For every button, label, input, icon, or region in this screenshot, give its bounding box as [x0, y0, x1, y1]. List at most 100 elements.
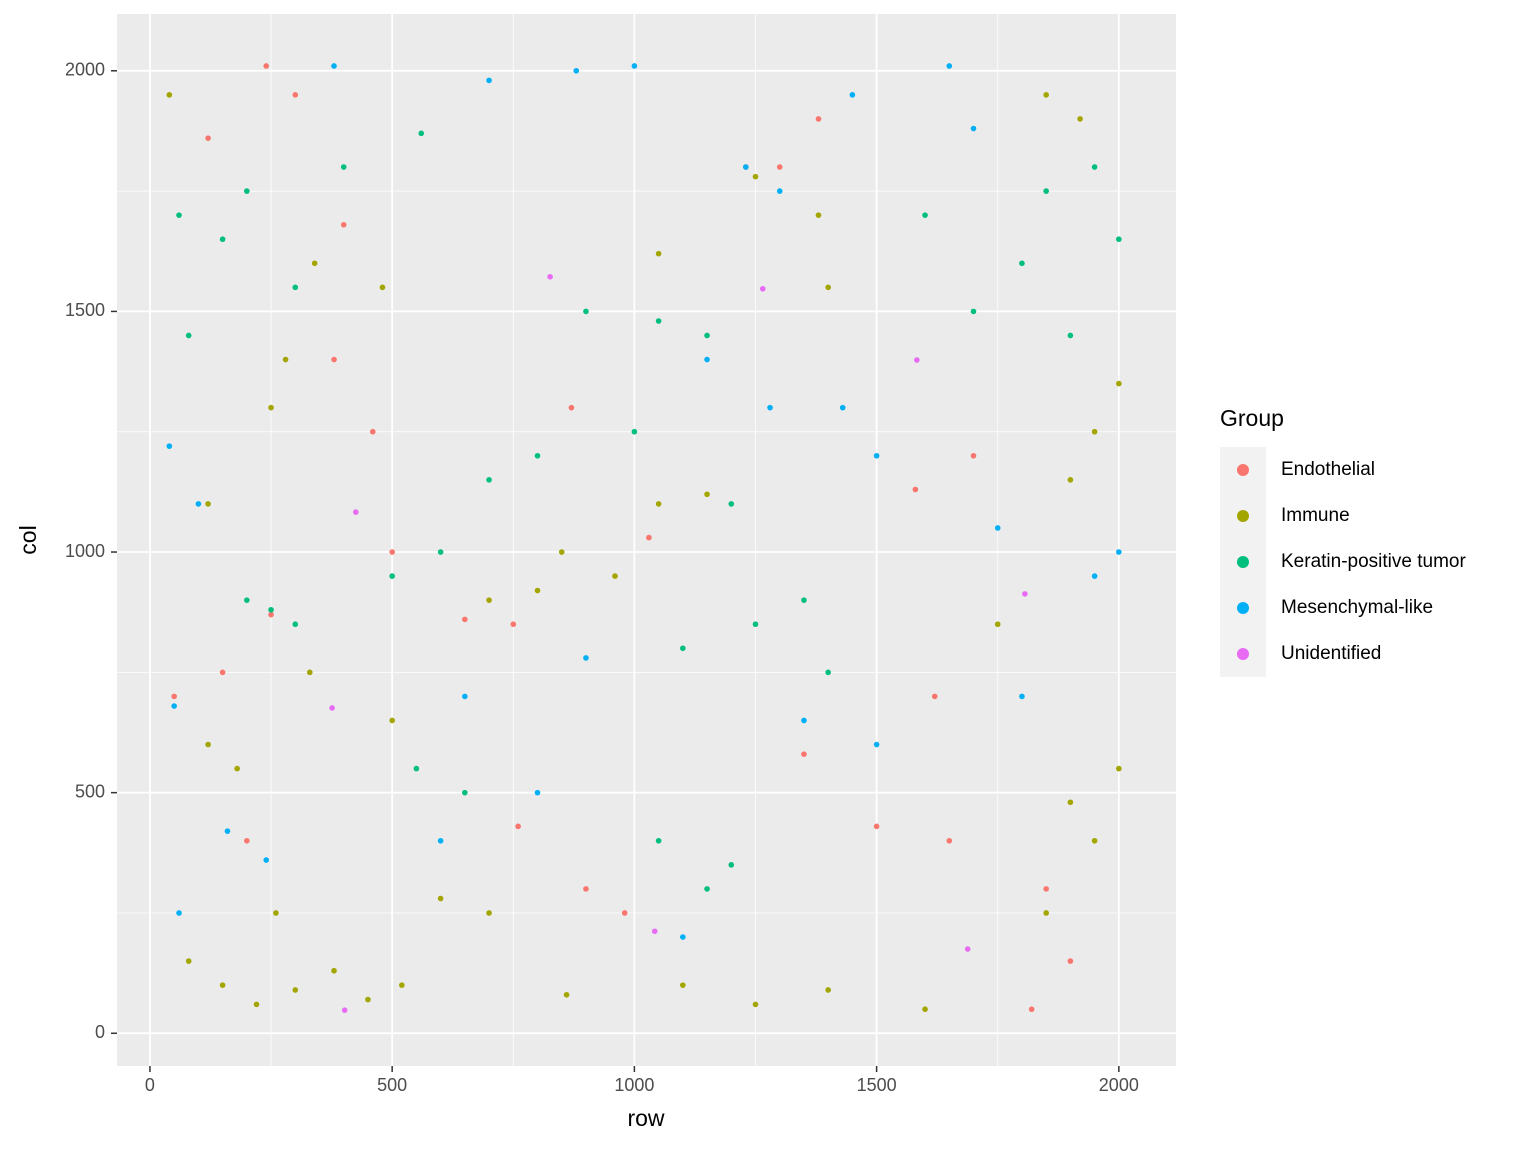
point — [331, 356, 337, 363]
point — [534, 587, 541, 594]
point — [728, 501, 735, 507]
point — [1067, 799, 1074, 806]
point — [655, 501, 662, 507]
point — [353, 509, 359, 515]
point — [224, 828, 231, 834]
legend-key — [1237, 602, 1249, 614]
legend-label: Mesenchymal-like — [1281, 597, 1433, 618]
point — [1019, 260, 1025, 267]
point — [776, 188, 783, 194]
legend-label: Endothelial — [1281, 459, 1375, 480]
point — [263, 63, 270, 69]
point — [1116, 380, 1122, 387]
point — [1043, 188, 1049, 194]
point — [651, 928, 658, 935]
point — [1091, 837, 1098, 844]
point — [205, 741, 211, 748]
point — [234, 765, 240, 772]
point — [389, 573, 395, 579]
x-tick-label: 2000 — [1099, 1075, 1139, 1095]
point — [340, 221, 347, 228]
point — [922, 212, 928, 218]
point — [759, 285, 766, 292]
point — [282, 356, 289, 363]
point — [399, 982, 405, 988]
point — [534, 452, 541, 459]
point — [171, 703, 177, 709]
point — [195, 501, 202, 507]
point — [839, 404, 846, 411]
point — [970, 452, 977, 459]
point — [413, 765, 420, 772]
y-tick-label: 1000 — [65, 541, 105, 561]
point — [268, 611, 274, 618]
point — [612, 573, 618, 579]
point — [922, 1006, 928, 1013]
point — [253, 1001, 260, 1008]
point — [205, 501, 211, 507]
point — [1067, 958, 1074, 964]
y-tick-label: 2000 — [65, 60, 105, 80]
point — [946, 63, 953, 69]
point — [166, 92, 173, 98]
point — [752, 1001, 759, 1008]
point — [801, 751, 807, 757]
point — [815, 116, 822, 122]
point — [801, 717, 807, 724]
point — [510, 621, 517, 628]
point — [946, 837, 953, 844]
point — [815, 212, 822, 218]
point — [568, 404, 575, 411]
point — [583, 886, 589, 892]
point — [558, 549, 565, 555]
legend-title: Group — [1220, 405, 1284, 431]
point — [292, 92, 299, 98]
point — [292, 284, 299, 291]
point — [341, 1007, 348, 1013]
point — [547, 273, 553, 280]
point — [873, 823, 880, 830]
point — [1116, 549, 1122, 555]
points — [166, 63, 1122, 1013]
point — [185, 332, 192, 339]
point — [849, 92, 856, 98]
point — [563, 991, 570, 998]
point — [462, 789, 468, 796]
point — [680, 982, 686, 988]
point — [776, 164, 783, 170]
x-tick-label: 500 — [377, 1075, 407, 1095]
point — [418, 130, 425, 137]
point — [1043, 92, 1049, 98]
legend-label: Keratin-positive tumor — [1281, 551, 1466, 572]
point — [631, 63, 638, 69]
point — [583, 308, 589, 315]
point — [1091, 164, 1098, 170]
grid — [117, 14, 1176, 1066]
point — [743, 164, 749, 170]
point — [801, 597, 807, 603]
legend-label: Immune — [1281, 505, 1350, 526]
point — [680, 934, 686, 940]
point — [621, 910, 628, 916]
point — [873, 741, 880, 748]
point — [655, 837, 662, 844]
y-tick-label: 500 — [75, 781, 105, 801]
point — [583, 655, 589, 661]
point — [171, 693, 177, 700]
legend-key — [1237, 464, 1249, 476]
point — [1067, 477, 1074, 483]
point — [752, 173, 759, 180]
legend-key — [1237, 648, 1249, 660]
point — [389, 549, 395, 555]
point — [1091, 573, 1098, 579]
point — [1043, 910, 1049, 916]
point — [1019, 693, 1025, 700]
point — [1022, 591, 1028, 597]
point — [219, 236, 226, 243]
point — [970, 308, 977, 315]
point — [704, 886, 710, 892]
point — [273, 910, 279, 916]
point — [292, 987, 299, 993]
